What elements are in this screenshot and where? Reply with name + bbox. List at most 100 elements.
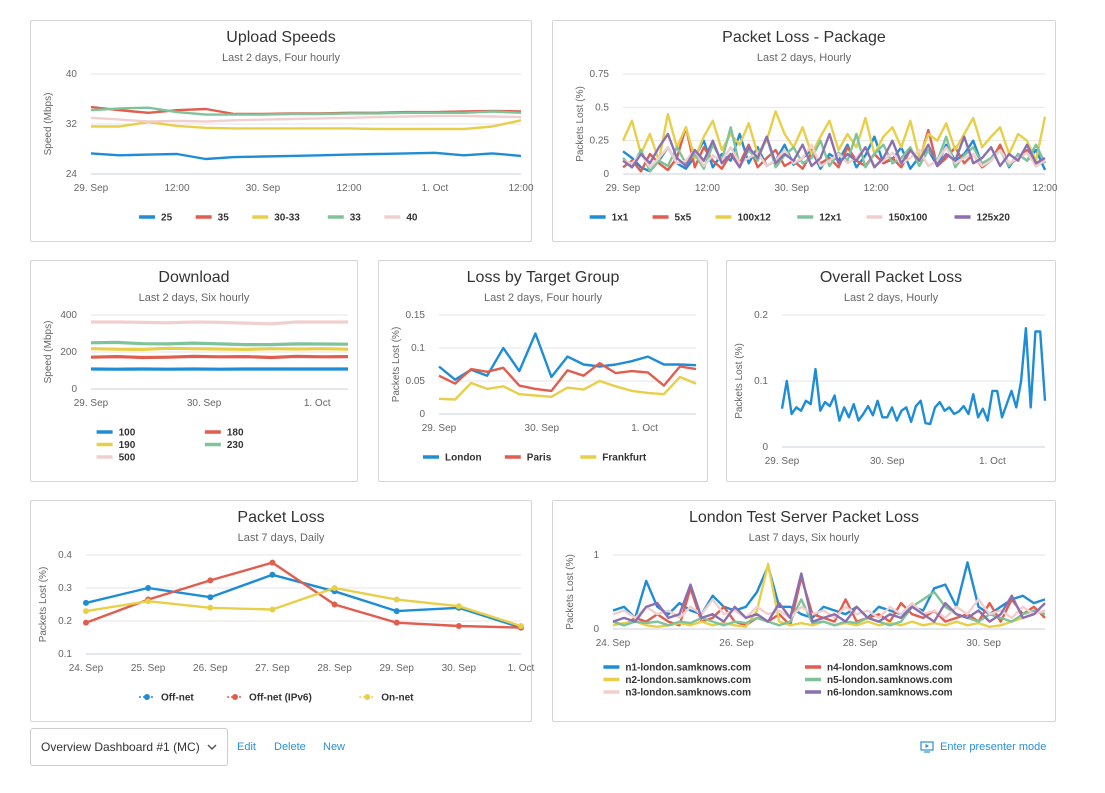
y-tick-label: 0 bbox=[593, 624, 599, 635]
legend-item[interactable]: Off-net bbox=[138, 693, 194, 704]
series-line bbox=[90, 346, 349, 352]
legend-label: 5x5 bbox=[675, 213, 692, 224]
x-tick-label: 1. Oct bbox=[422, 183, 449, 194]
legend-item[interactable]: 25 bbox=[139, 213, 173, 224]
legend-item[interactable]: 1x1 bbox=[589, 213, 629, 224]
series-line bbox=[90, 151, 522, 161]
x-tick-label: 29. Sep bbox=[765, 456, 800, 467]
legend-item[interactable]: 30-33 bbox=[252, 213, 300, 224]
x-tick-label: 28. Sep bbox=[317, 663, 352, 674]
panel-download: Download Last 2 days, Six hourly 0 200 400 Sp… bbox=[30, 260, 358, 482]
data-point bbox=[145, 585, 152, 591]
y-tick-label: 0.75 bbox=[590, 69, 610, 80]
legend-item[interactable]: 12x1 bbox=[797, 213, 842, 224]
legend-label: 30-33 bbox=[274, 213, 300, 224]
panel-packet-loss: Packet Loss Last 7 days, Daily 0.1 0.2 0.3 0.… bbox=[30, 500, 535, 722]
legend-item[interactable]: 35 bbox=[195, 213, 230, 224]
x-tick-label: 12:00 bbox=[695, 183, 720, 194]
panel-overall-packet-loss: Overall Packet Loss Last 2 days, Hourly 0 0… bbox=[726, 260, 1056, 482]
legend-item[interactable]: 100x12 bbox=[715, 213, 771, 224]
legend-label: On-net bbox=[381, 693, 414, 704]
legend-item[interactable]: 125x20 bbox=[954, 213, 1011, 224]
presenter-mode-button[interactable]: Enter presenter mode bbox=[920, 741, 1046, 753]
legend-item[interactable]: London bbox=[423, 453, 482, 464]
edit-link[interactable]: Edit bbox=[237, 741, 256, 753]
legend-item[interactable]: n4-london.samknows.com bbox=[805, 663, 953, 674]
legend-item[interactable]: 500 bbox=[96, 453, 136, 464]
data-point bbox=[83, 619, 89, 626]
data-point bbox=[269, 571, 276, 578]
data-point bbox=[145, 598, 152, 605]
x-tick-label: 27. Sep bbox=[255, 663, 290, 674]
series-line bbox=[90, 354, 349, 360]
chart-title: Upload Speeds bbox=[226, 29, 336, 46]
panel-upload-speeds: Upload Speeds Last 2 days, Four hourly 24 3… bbox=[30, 20, 534, 242]
series-line bbox=[438, 375, 697, 401]
x-tick-label: 24. Sep bbox=[69, 663, 104, 674]
legend-item[interactable]: Frankfurt bbox=[580, 453, 647, 464]
data-point bbox=[269, 559, 276, 566]
data-point bbox=[393, 596, 400, 603]
legend-item[interactable]: 40 bbox=[384, 213, 418, 224]
legend-marker bbox=[143, 694, 150, 700]
new-link[interactable]: New bbox=[323, 741, 346, 753]
x-tick-label: 12:00 bbox=[508, 183, 533, 194]
data-point bbox=[207, 577, 214, 584]
legend-item[interactable]: n6-london.samknows.com bbox=[805, 688, 953, 699]
chart-title: London Test Server Packet Loss bbox=[688, 509, 920, 526]
legend-item[interactable]: 33 bbox=[327, 213, 362, 224]
x-tick-label: 29. Sep bbox=[606, 183, 641, 194]
chart-title: Overall Packet Loss bbox=[819, 269, 963, 286]
y-tick-label: 1 bbox=[593, 550, 599, 561]
legend-item[interactable]: 230 bbox=[204, 440, 244, 451]
x-tick-label: 1. Oct bbox=[631, 423, 658, 434]
x-tick-label: 1. Oct bbox=[979, 456, 1006, 467]
legend-label: n1-london.samknows.com bbox=[625, 663, 751, 674]
data-point bbox=[331, 601, 338, 608]
y-tick-label: 0.3 bbox=[58, 583, 72, 594]
legend-item[interactable]: Off-net (IPv6) bbox=[227, 693, 312, 704]
legend-label: 500 bbox=[119, 453, 136, 464]
legend-item[interactable]: n5-london.samknows.com bbox=[805, 675, 953, 686]
legend-label: 150x100 bbox=[888, 213, 927, 224]
x-tick-label: 24. Sep bbox=[596, 638, 631, 649]
legend-label: n3-london.samknows.com bbox=[625, 688, 751, 699]
x-tick-label: 1. Oct bbox=[304, 398, 331, 409]
legend-label: 35 bbox=[218, 213, 230, 224]
y-tick-label: 0.1 bbox=[58, 649, 72, 660]
y-tick-label: 0.5 bbox=[595, 102, 609, 113]
y-axis-label: Speed (Mbps) bbox=[43, 93, 54, 156]
legend-item[interactable]: 150x100 bbox=[866, 213, 928, 224]
x-tick-label: 30. Sep bbox=[525, 423, 560, 434]
data-point bbox=[455, 622, 462, 629]
legend-item[interactable]: Paris bbox=[504, 453, 552, 464]
data-point bbox=[455, 603, 462, 610]
data-point bbox=[269, 606, 276, 613]
legend-item[interactable]: 5x5 bbox=[652, 213, 692, 224]
data-point bbox=[393, 608, 400, 615]
legend-item[interactable]: n3-london.samknows.com bbox=[603, 688, 751, 699]
y-tick-label: 0.2 bbox=[58, 616, 72, 627]
legend-label: 190 bbox=[119, 440, 136, 451]
legend-item[interactable]: n1-london.samknows.com bbox=[603, 663, 751, 674]
legend-item[interactable]: n2-london.samknows.com bbox=[603, 675, 751, 686]
chart-title: Download bbox=[158, 269, 230, 286]
presenter-icon bbox=[920, 741, 934, 753]
delete-link[interactable]: Delete bbox=[274, 741, 306, 753]
dashboard-select[interactable]: Overview Dashboard #1 (MC) bbox=[30, 728, 228, 766]
data-point bbox=[83, 599, 89, 606]
legend-label: 40 bbox=[406, 213, 418, 224]
legend-label: Frankfurt bbox=[602, 453, 647, 464]
legend-item[interactable]: On-net bbox=[359, 693, 414, 704]
series-line bbox=[85, 561, 522, 629]
x-tick-label: 12:00 bbox=[336, 183, 361, 194]
legend-item[interactable]: 100 bbox=[96, 428, 136, 439]
legend-item[interactable]: 180 bbox=[204, 428, 244, 439]
chart-svg: 24 32 40 Speed (Mbps) 29. Sep 12:00 30. Sep 12:… bbox=[43, 69, 534, 224]
series-line bbox=[621, 110, 1047, 162]
x-tick-label: 30. Sep bbox=[246, 183, 281, 194]
y-tick-label: 0 bbox=[762, 442, 768, 453]
y-tick-label: 0.1 bbox=[754, 376, 768, 387]
y-tick-label: 0.1 bbox=[411, 343, 425, 354]
legend-item[interactable]: 190 bbox=[96, 440, 136, 451]
